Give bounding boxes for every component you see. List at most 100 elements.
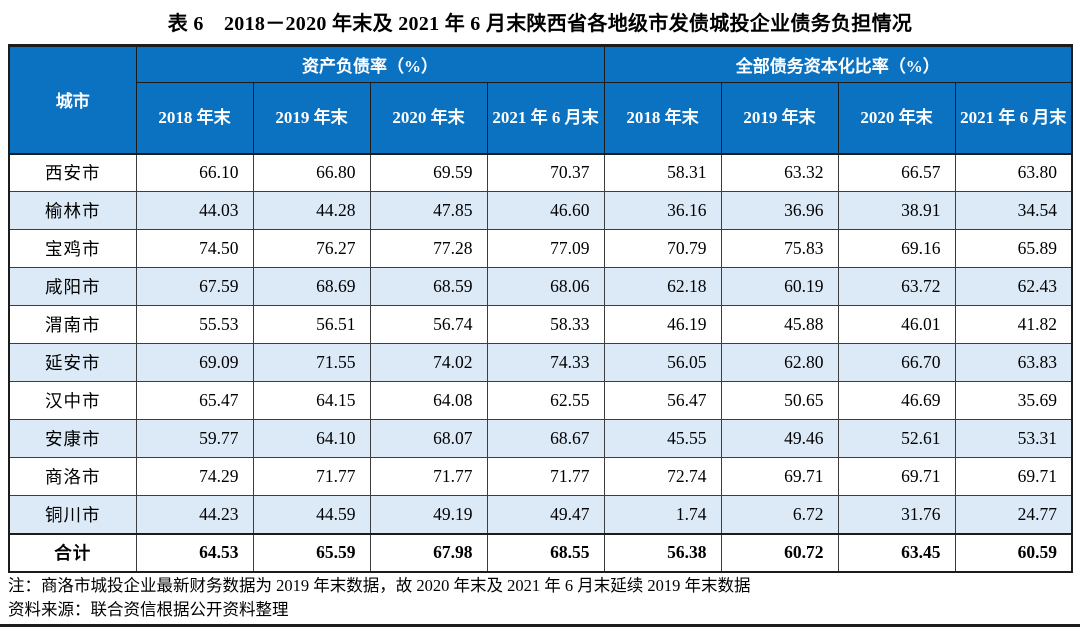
table-header: 城市 资产负债率（%） 全部债务资本化比率（%） 2018 年末 2019 年末…: [8, 45, 1073, 155]
value-cell: 68.67: [486, 419, 605, 458]
table-row: 咸阳市 67.59 68.69 68.59 68.06 62.18 60.19 63.72 62…: [8, 267, 1073, 306]
value-cell: 62.80: [720, 343, 839, 382]
city-cell: 汉中市: [8, 381, 137, 420]
value-cell: 45.88: [720, 305, 839, 344]
table-row: 商洛市 74.29 71.77 71.77 71.77 72.74 69.71 69.71 69…: [8, 457, 1073, 496]
value-cell: 65.59: [252, 532, 371, 573]
city-cell: 西安市: [8, 153, 137, 192]
value-cell: 67.59: [135, 267, 254, 306]
period-header: 2018 年末: [135, 82, 254, 155]
value-cell: 36.16: [603, 191, 722, 230]
city-cell: 咸阳市: [8, 267, 137, 306]
value-cell: 63.80: [954, 153, 1073, 192]
value-cell: 64.15: [252, 381, 371, 420]
value-cell: 38.91: [837, 191, 956, 230]
value-cell: 49.46: [720, 419, 839, 458]
source-note: 资料来源：联合资信根据公开资料整理: [8, 600, 289, 619]
value-cell: 74.50: [135, 229, 254, 268]
table-row: 宝鸡市 74.50 76.27 77.28 77.09 70.79 75.83 69.16 65…: [8, 229, 1073, 268]
table-note: 注：商洛市城投企业最新财务数据为 2019 年末数据，故 2020 年末及 20…: [8, 576, 751, 595]
city-cell: 延安市: [8, 343, 137, 382]
table-row: 安康市 59.77 64.10 68.07 68.67 45.55 49.46 52.61 53…: [8, 419, 1073, 458]
value-cell: 46.69: [837, 381, 956, 420]
table-notes: 注：商洛市城投企业最新财务数据为 2019 年末数据，故 2020 年末及 20…: [8, 574, 751, 622]
period-header: 2020 年末: [837, 82, 956, 155]
debt-burden-table: 城市 资产负债率（%） 全部债务资本化比率（%） 2018 年末 2019 年末…: [8, 44, 1073, 573]
table-row: 西安市 66.10 66.80 69.59 70.37 58.31 63.32 66.57 63…: [8, 153, 1073, 192]
value-cell: 46.60: [486, 191, 605, 230]
total-label-cell: 合计: [8, 532, 137, 573]
value-cell: 74.02: [369, 343, 488, 382]
table-row: 渭南市 55.53 56.51 56.74 58.33 46.19 45.88 46.01 41…: [8, 305, 1073, 344]
value-cell: 31.76: [837, 495, 956, 534]
value-cell: 60.72: [720, 532, 839, 573]
period-header: 2019 年末: [252, 82, 371, 155]
table-row: 延安市 69.09 71.55 74.02 74.33 56.05 62.80 66.70 63…: [8, 343, 1073, 382]
value-cell: 64.08: [369, 381, 488, 420]
value-cell: 63.83: [954, 343, 1073, 382]
value-cell: 55.53: [135, 305, 254, 344]
value-cell: 69.71: [837, 457, 956, 496]
city-cell: 渭南市: [8, 305, 137, 344]
value-cell: 46.01: [837, 305, 956, 344]
value-cell: 72.74: [603, 457, 722, 496]
value-cell: 68.07: [369, 419, 488, 458]
city-cell: 商洛市: [8, 457, 137, 496]
value-cell: 56.05: [603, 343, 722, 382]
value-cell: 47.85: [369, 191, 488, 230]
table-row: 铜川市 44.23 44.59 49.19 49.47 1.74 6.72 31.76 24.7…: [8, 495, 1073, 534]
city-cell: 宝鸡市: [8, 229, 137, 268]
table-row: 榆林市 44.03 44.28 47.85 46.60 36.16 36.96 38.91 34…: [8, 191, 1073, 230]
value-cell: 49.19: [369, 495, 488, 534]
value-cell: 59.77: [135, 419, 254, 458]
value-cell: 74.29: [135, 457, 254, 496]
value-cell: 71.77: [486, 457, 605, 496]
value-cell: 69.09: [135, 343, 254, 382]
value-cell: 1.74: [603, 495, 722, 534]
value-cell: 66.10: [135, 153, 254, 192]
period-header: 2021 年 6 月末: [486, 82, 605, 155]
value-cell: 71.55: [252, 343, 371, 382]
value-cell: 56.47: [603, 381, 722, 420]
value-cell: 65.89: [954, 229, 1073, 268]
value-cell: 56.51: [252, 305, 371, 344]
value-cell: 68.69: [252, 267, 371, 306]
value-cell: 68.59: [369, 267, 488, 306]
group-header-debt-capitalization-ratio: 全部债务资本化比率（%）: [603, 45, 1073, 83]
value-cell: 63.45: [837, 532, 956, 573]
city-cell: 铜川市: [8, 495, 137, 534]
value-cell: 44.59: [252, 495, 371, 534]
value-cell: 71.77: [369, 457, 488, 496]
value-cell: 56.74: [369, 305, 488, 344]
table-row: 汉中市 65.47 64.15 64.08 62.55 56.47 50.65 46.69 35…: [8, 381, 1073, 420]
value-cell: 77.28: [369, 229, 488, 268]
value-cell: 6.72: [720, 495, 839, 534]
value-cell: 24.77: [954, 495, 1073, 534]
value-cell: 70.37: [486, 153, 605, 192]
value-cell: 63.72: [837, 267, 956, 306]
value-cell: 63.32: [720, 153, 839, 192]
value-cell: 58.33: [486, 305, 605, 344]
value-cell: 58.31: [603, 153, 722, 192]
value-cell: 67.98: [369, 532, 488, 573]
value-cell: 60.59: [954, 532, 1073, 573]
value-cell: 69.59: [369, 153, 488, 192]
value-cell: 34.54: [954, 191, 1073, 230]
value-cell: 50.65: [720, 381, 839, 420]
period-header: 2018 年末: [603, 82, 722, 155]
value-cell: 76.27: [252, 229, 371, 268]
table-title: 表 6 2018－2020 年末及 2021 年 6 月末陕西省各地级市发债城投…: [167, 13, 913, 35]
value-cell: 49.47: [486, 495, 605, 534]
value-cell: 35.69: [954, 381, 1073, 420]
table-body: 西安市 66.10 66.80 69.59 70.37 58.31 63.32 66.57 63…: [8, 153, 1073, 573]
value-cell: 70.79: [603, 229, 722, 268]
city-cell: 榆林市: [8, 191, 137, 230]
value-cell: 62.43: [954, 267, 1073, 306]
value-cell: 46.19: [603, 305, 722, 344]
period-header: 2020 年末: [369, 82, 488, 155]
value-cell: 69.16: [837, 229, 956, 268]
city-column-header: 城市: [8, 45, 137, 155]
value-cell: 36.96: [720, 191, 839, 230]
value-cell: 62.55: [486, 381, 605, 420]
